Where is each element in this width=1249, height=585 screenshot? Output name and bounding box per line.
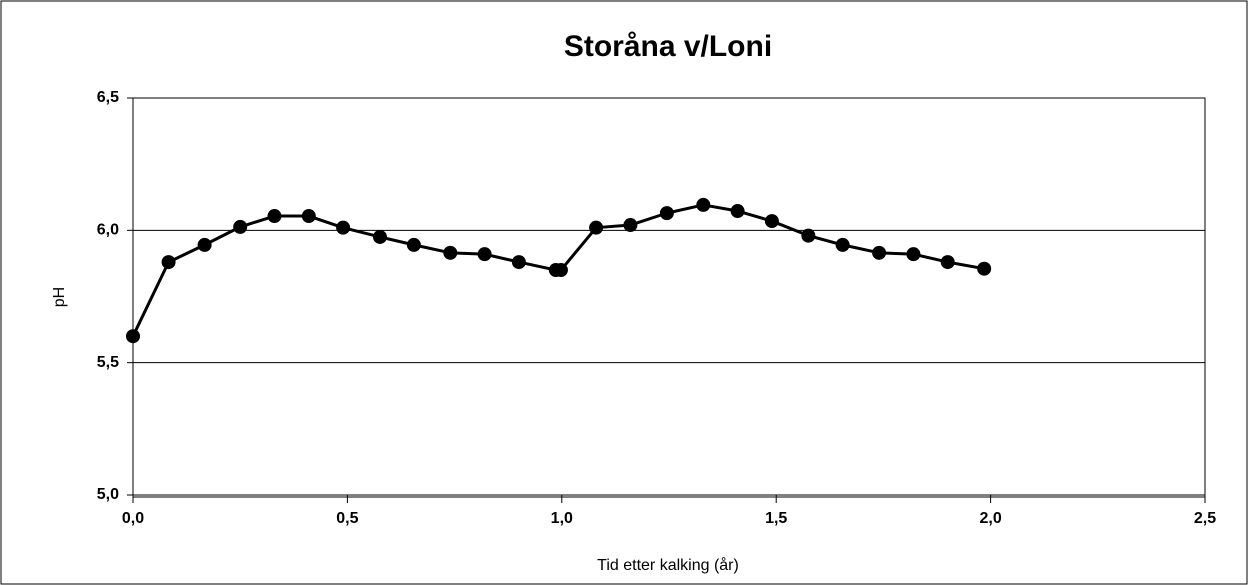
x-tick-label: 2,0 bbox=[979, 510, 1001, 527]
data-point bbox=[659, 206, 674, 221]
data-point bbox=[301, 209, 316, 224]
x-tick-label: 2,5 bbox=[1194, 510, 1216, 527]
data-point bbox=[477, 247, 492, 262]
data-point bbox=[233, 219, 248, 234]
y-tick-label: 5,0 bbox=[97, 486, 119, 503]
data-point bbox=[161, 255, 176, 270]
y-tick-label: 6,5 bbox=[97, 89, 119, 106]
chart-title: Storåna v/Loni bbox=[564, 30, 772, 63]
x-tick-label: 0,5 bbox=[336, 510, 358, 527]
data-point bbox=[730, 204, 745, 219]
x-tick-label: 1,0 bbox=[551, 510, 573, 527]
data-point bbox=[801, 228, 816, 243]
data-point bbox=[336, 220, 351, 235]
x-tick-label: 0,0 bbox=[122, 510, 144, 527]
data-point bbox=[872, 245, 887, 260]
data-point bbox=[940, 255, 955, 270]
data-point bbox=[197, 237, 212, 252]
data-point bbox=[623, 218, 638, 233]
data-point bbox=[511, 255, 526, 270]
data-point bbox=[406, 237, 421, 252]
x-axis-label: Tid etter kalking (år) bbox=[597, 556, 739, 574]
y-tick-label: 6,0 bbox=[97, 222, 119, 239]
data-point bbox=[696, 197, 711, 212]
data-point bbox=[443, 245, 458, 260]
x-tick-label: 1,5 bbox=[765, 510, 787, 527]
data-point bbox=[126, 329, 140, 344]
data-point bbox=[977, 261, 992, 276]
y-axis-label: pH bbox=[51, 287, 68, 307]
data-point bbox=[764, 214, 779, 229]
y-tick-label: 5,5 bbox=[97, 354, 119, 371]
data-point bbox=[553, 263, 568, 278]
data-point bbox=[835, 237, 850, 252]
data-point bbox=[372, 229, 387, 244]
plot-area bbox=[132, 97, 1206, 496]
data-point bbox=[589, 220, 604, 235]
data-point bbox=[267, 209, 282, 224]
data-point bbox=[906, 247, 921, 262]
